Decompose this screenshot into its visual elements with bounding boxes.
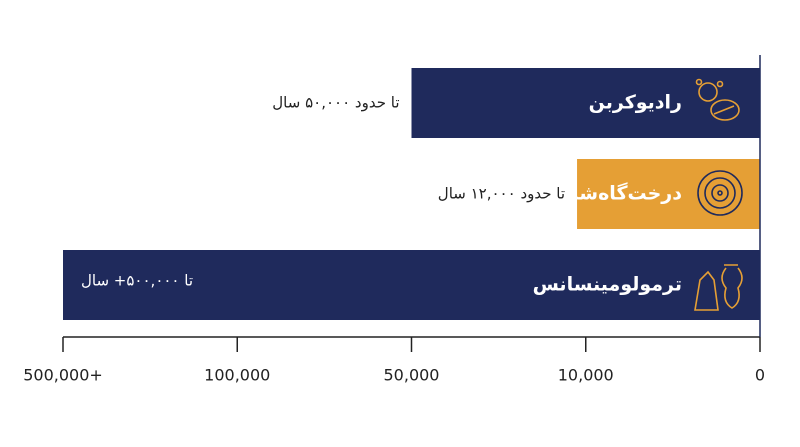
crystal-icon bbox=[694, 264, 743, 311]
bar bbox=[411, 68, 760, 138]
x-tick-label: 100,000 bbox=[204, 366, 270, 385]
x-tick-label: 0 bbox=[755, 366, 765, 385]
x-tick-label: 50,000 bbox=[384, 366, 440, 385]
bar bbox=[577, 159, 760, 229]
icons bbox=[694, 78, 743, 311]
value-label: تا ۵۰۰,۰۰۰+ سال bbox=[81, 272, 193, 290]
value-label: تا حدود ۱۲,۰۰۰ سال bbox=[438, 185, 565, 203]
category-label: رادیوکربن bbox=[589, 92, 682, 114]
tree-ring-icon bbox=[697, 170, 743, 216]
bar bbox=[63, 250, 760, 320]
category-label: درخت‌گاه‌شماری bbox=[531, 182, 682, 205]
value-label: تا حدود ۵۰,۰۰۰ سال bbox=[272, 94, 399, 112]
radiocarbon-icon bbox=[695, 78, 740, 121]
x-tick-label: 10,000 bbox=[558, 366, 614, 385]
category-label: ترمولومینسانس bbox=[533, 274, 682, 296]
x-tick-label: 500,000+ bbox=[23, 366, 103, 385]
